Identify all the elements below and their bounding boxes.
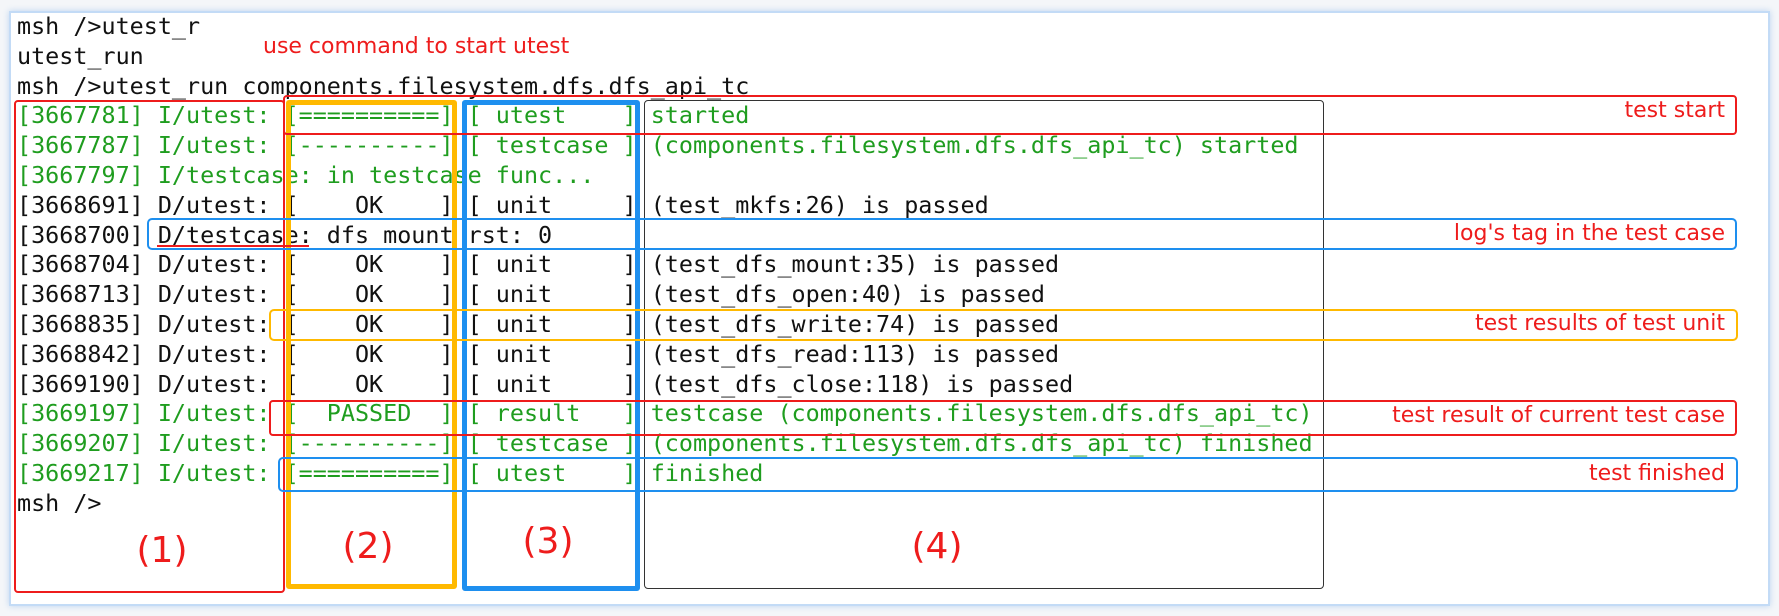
console-output: msh />utest_r utest_run msh />utest_run co… [17, 12, 1313, 519]
console-line: [3668835] D/utest: [ OK ] [ unit ] (test… [17, 309, 1060, 338]
test-finished-label: test finished [1588, 461, 1725, 486]
column-3-number: (3) [522, 521, 574, 562]
console-line: [3669207] I/utest: [----------] [ testca… [17, 429, 1313, 458]
console-line: msh />utest_r [17, 12, 201, 40]
console-line: [3668704] D/utest: [ OK ] [ unit ] (test… [17, 250, 1060, 279]
column-2-number: (2) [342, 526, 394, 567]
console-line: [3668691] D/utest: [ OK ] [ unit ] (test… [17, 190, 989, 219]
column-1-number: (1) [136, 530, 188, 571]
console-line: utest_run [17, 41, 144, 70]
console-line: [3667787] I/utest: [----------] [ testca… [17, 131, 1299, 160]
console-line: [3668842] D/utest: [ OK ] [ unit ] (test… [17, 339, 1060, 368]
terminal-window [9, 11, 1770, 606]
console-line: [3668700] D/testcase: dfs mount rst: 0 [17, 220, 553, 249]
log-tag-label: log's tag in the test case [1453, 221, 1725, 246]
console-line: [3667781] I/utest: [==========] [ utest … [17, 101, 750, 130]
console-line: [3669217] I/utest: [==========] [ utest … [17, 458, 764, 487]
console-line: msh />utest_run components.filesystem.df… [17, 71, 750, 100]
test-start-label: test start [1624, 98, 1725, 123]
console-prompt: msh /> [17, 488, 102, 517]
console-line: [3667797] I/testcase: in testcase func..… [17, 160, 595, 189]
unit-results-label: test results of test unit [1474, 311, 1725, 336]
case-result-label: test result of current test case [1392, 403, 1725, 428]
column-4-number: (4) [911, 526, 963, 567]
console-line: [3668713] D/utest: [ OK ] [ unit ] (test… [17, 280, 1046, 309]
console-line: [3669190] D/utest: [ OK ] [ unit ] (test… [17, 369, 1074, 398]
use-command-label: use command to start utest [263, 34, 570, 59]
console-line: [3669197] I/utest: [ PASSED ] [ result ]… [17, 399, 1313, 428]
